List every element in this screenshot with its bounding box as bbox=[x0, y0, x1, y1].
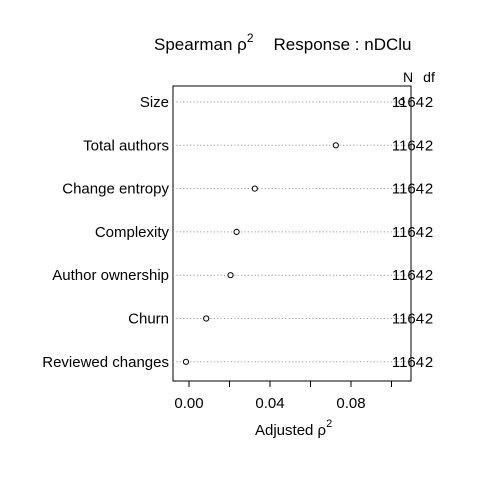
data-point bbox=[233, 228, 240, 235]
df-value: 2 bbox=[425, 94, 433, 111]
n-value: 1164 bbox=[392, 94, 424, 111]
category-label: Complexity bbox=[95, 224, 170, 241]
data-point bbox=[332, 142, 339, 149]
category-label: Total authors bbox=[83, 137, 169, 154]
n-value: 1164 bbox=[392, 354, 424, 371]
n-value: 1164 bbox=[392, 224, 424, 241]
n-value: 1164 bbox=[392, 181, 424, 198]
x-axis-label: Adjusted ρ2 bbox=[255, 418, 332, 439]
data-point bbox=[251, 185, 258, 192]
df-value: 2 bbox=[425, 181, 433, 198]
x-tick-label: 0.08 bbox=[336, 395, 365, 412]
x-tick-label: 0.00 bbox=[174, 395, 203, 412]
plot-frame bbox=[172, 85, 412, 382]
n-value: 1164 bbox=[392, 137, 424, 154]
n-value: 1164 bbox=[392, 311, 424, 328]
df-value: 2 bbox=[425, 137, 433, 154]
x-axis: 0.00 0.04 0.08 bbox=[174, 381, 392, 412]
data-point bbox=[203, 315, 210, 322]
data-point bbox=[398, 98, 405, 106]
df-value: 2 bbox=[425, 224, 433, 241]
chart-title: Spearman ρ2 Response : nDClu bbox=[154, 31, 412, 54]
category-label: Churn bbox=[128, 311, 169, 328]
n-value: 1164 bbox=[392, 267, 424, 284]
data-point bbox=[227, 272, 234, 279]
column-header-df: df bbox=[423, 69, 435, 85]
df-value: 2 bbox=[425, 267, 433, 284]
df-value: 2 bbox=[425, 311, 433, 328]
column-header-n: N bbox=[403, 69, 413, 85]
data-point bbox=[182, 358, 190, 365]
category-label: Change entropy bbox=[62, 181, 169, 198]
category-label: Reviewed changes bbox=[42, 354, 169, 371]
category-label: Size bbox=[140, 94, 169, 111]
category-label: Author ownership bbox=[52, 267, 169, 284]
df-value: 2 bbox=[425, 354, 433, 371]
x-tick-label: 0.04 bbox=[255, 395, 284, 412]
